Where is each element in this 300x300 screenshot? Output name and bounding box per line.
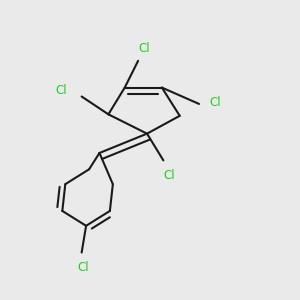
Text: Cl: Cl — [138, 42, 150, 56]
Text: Cl: Cl — [77, 261, 89, 274]
Text: Cl: Cl — [210, 96, 221, 109]
Text: Cl: Cl — [55, 84, 67, 97]
Text: Cl: Cl — [164, 169, 175, 182]
